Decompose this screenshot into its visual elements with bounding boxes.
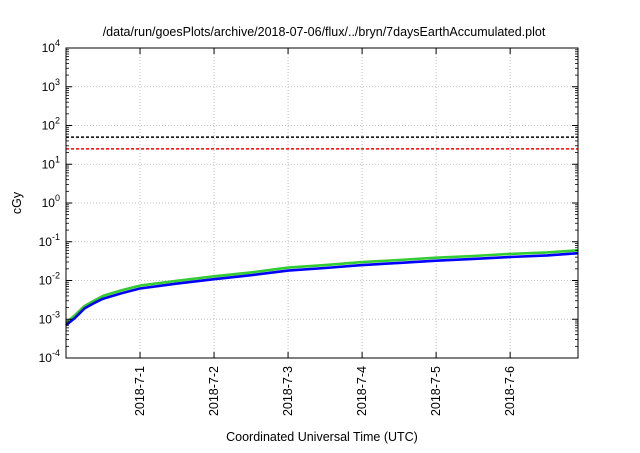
reference-lines xyxy=(66,136,578,150)
y-tick-label: 104 xyxy=(42,38,60,55)
x-tick-label: 2018-7-3 xyxy=(281,366,295,416)
x-tick-labels: 2018-7-1 2018-7-2 2018-7-3 2018-7-4 2018-7-5… xyxy=(133,366,517,416)
grid xyxy=(66,48,578,358)
y-tick-label: 10-3 xyxy=(39,309,60,326)
y-tick-label: 100 xyxy=(42,193,60,210)
data-series xyxy=(65,249,579,327)
x-tick-label: 2018-7-5 xyxy=(429,366,443,416)
y-tick-label: 103 xyxy=(42,77,60,94)
x-tick-label: 2018-7-4 xyxy=(355,366,369,416)
x-axis-label: Coordinated Universal Time (UTC) xyxy=(226,430,418,444)
y-tick-label: 10-2 xyxy=(39,271,60,288)
x-tick-label: 2018-7-6 xyxy=(503,366,517,416)
chart-title: /data/run/goesPlots/archive/2018-07-06/f… xyxy=(103,25,546,39)
y-tick-label: 102 xyxy=(42,116,60,133)
y-axis-label: cGy xyxy=(10,191,24,214)
y-tick-label: 10-4 xyxy=(39,348,60,365)
axis-ticks xyxy=(66,47,578,359)
x-tick-label: 2018-7-2 xyxy=(207,366,221,416)
x-tick-label: 2018-7-1 xyxy=(133,366,147,416)
y-tick-label: 101 xyxy=(42,154,60,171)
series-line-blue xyxy=(65,251,579,327)
series-line-green xyxy=(65,249,579,324)
y-tick-label: 10-1 xyxy=(39,232,60,249)
y-tick-labels: 10-4 10-3 10-2 10-1 100 101 102 103 104 xyxy=(39,38,60,365)
